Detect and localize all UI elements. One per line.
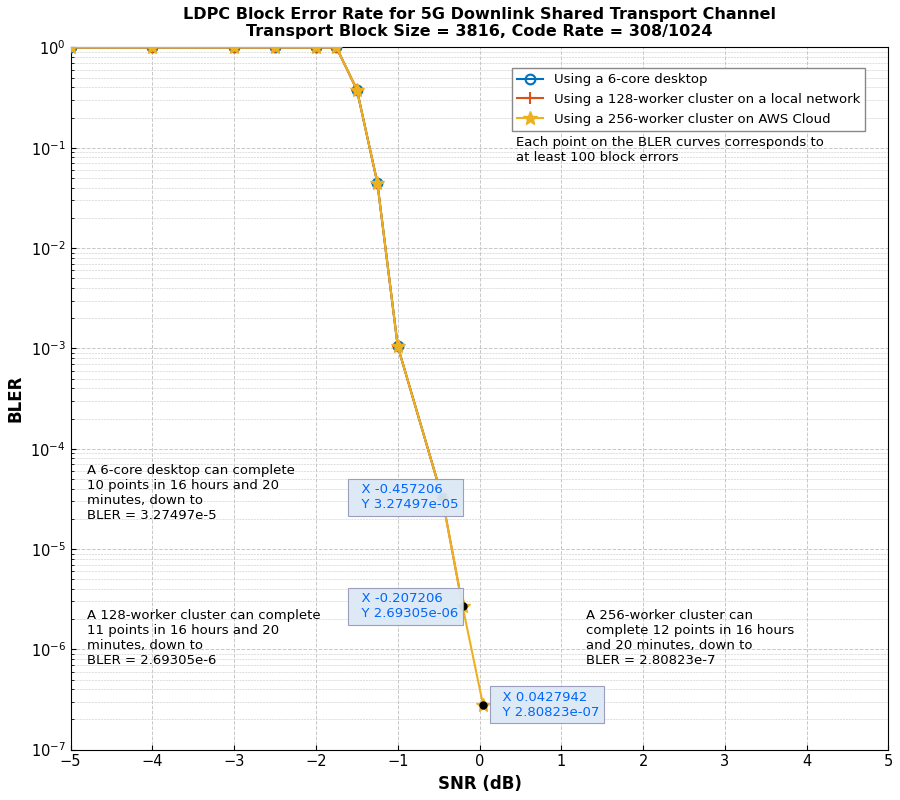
Using a 128-worker cluster on a local network xyxy=(270,42,281,52)
Text: A 6-core desktop can complete
10 points in 16 hours and 20
minutes, down to
BLER: A 6-core desktop can complete 10 points … xyxy=(87,464,295,522)
Using a 256-worker cluster on AWS Cloud xyxy=(270,42,281,52)
Using a 128-worker cluster on a local network xyxy=(436,493,447,502)
Line: Using a 256-worker cluster on AWS Cloud: Using a 256-worker cluster on AWS Cloud xyxy=(64,41,490,712)
Using a 256-worker cluster on AWS Cloud xyxy=(436,493,447,502)
Using a 256-worker cluster on AWS Cloud xyxy=(457,602,468,611)
Text: X -0.207206
  Y 2.69305e-06: X -0.207206 Y 2.69305e-06 xyxy=(353,592,458,620)
Y-axis label: BLER: BLER xyxy=(7,375,25,422)
Using a 128-worker cluster on a local network xyxy=(229,42,239,52)
Using a 128-worker cluster on a local network xyxy=(392,342,403,351)
Using a 6-core desktop xyxy=(270,42,281,52)
Text: X -0.457206
  Y 3.27497e-05: X -0.457206 Y 3.27497e-05 xyxy=(353,483,458,511)
Using a 128-worker cluster on a local network xyxy=(147,42,158,52)
Using a 6-core desktop xyxy=(392,342,403,351)
Title: LDPC Block Error Rate for 5G Downlink Shared Transport Channel
Transport Block S: LDPC Block Error Rate for 5G Downlink Sh… xyxy=(183,7,776,39)
Text: Each point on the BLER curves corresponds to
at least 100 block errors: Each point on the BLER curves correspond… xyxy=(517,136,824,164)
Using a 6-core desktop xyxy=(310,42,321,52)
Using a 128-worker cluster on a local network xyxy=(65,42,76,52)
Using a 256-worker cluster on AWS Cloud xyxy=(147,42,158,52)
Text: X 0.0427942
  Y 2.80823e-07: X 0.0427942 Y 2.80823e-07 xyxy=(494,690,599,718)
Using a 6-core desktop xyxy=(65,42,76,52)
Using a 128-worker cluster on a local network xyxy=(310,42,321,52)
Line: Using a 6-core desktop: Using a 6-core desktop xyxy=(66,42,447,502)
Using a 256-worker cluster on AWS Cloud xyxy=(351,85,362,94)
Using a 128-worker cluster on a local network xyxy=(331,42,342,52)
Using a 256-worker cluster on AWS Cloud xyxy=(65,42,76,52)
Using a 256-worker cluster on AWS Cloud xyxy=(310,42,321,52)
Using a 128-worker cluster on a local network xyxy=(457,602,468,611)
X-axis label: SNR (dB): SNR (dB) xyxy=(437,775,521,793)
Legend: Using a 6-core desktop, Using a 128-worker cluster on a local network, Using a 2: Using a 6-core desktop, Using a 128-work… xyxy=(511,68,866,131)
Using a 6-core desktop xyxy=(147,42,158,52)
Line: Using a 128-worker cluster on a local network: Using a 128-worker cluster on a local ne… xyxy=(65,42,469,613)
Using a 6-core desktop xyxy=(351,85,362,94)
Using a 128-worker cluster on a local network xyxy=(351,85,362,94)
Using a 6-core desktop xyxy=(436,493,447,502)
Using a 256-worker cluster on AWS Cloud xyxy=(478,700,489,710)
Text: A 128-worker cluster can complete
11 points in 16 hours and 20
minutes, down to
: A 128-worker cluster can complete 11 poi… xyxy=(87,610,320,667)
Using a 6-core desktop xyxy=(372,178,382,187)
Using a 256-worker cluster on AWS Cloud xyxy=(372,178,382,187)
Using a 256-worker cluster on AWS Cloud xyxy=(331,42,342,52)
Using a 6-core desktop xyxy=(229,42,239,52)
Using a 128-worker cluster on a local network xyxy=(372,178,382,187)
Using a 256-worker cluster on AWS Cloud xyxy=(392,342,403,351)
Using a 256-worker cluster on AWS Cloud xyxy=(229,42,239,52)
Using a 6-core desktop xyxy=(331,42,342,52)
Text: A 256-worker cluster can
complete 12 points in 16 hours
and 20 minutes, down to
: A 256-worker cluster can complete 12 poi… xyxy=(586,610,794,667)
